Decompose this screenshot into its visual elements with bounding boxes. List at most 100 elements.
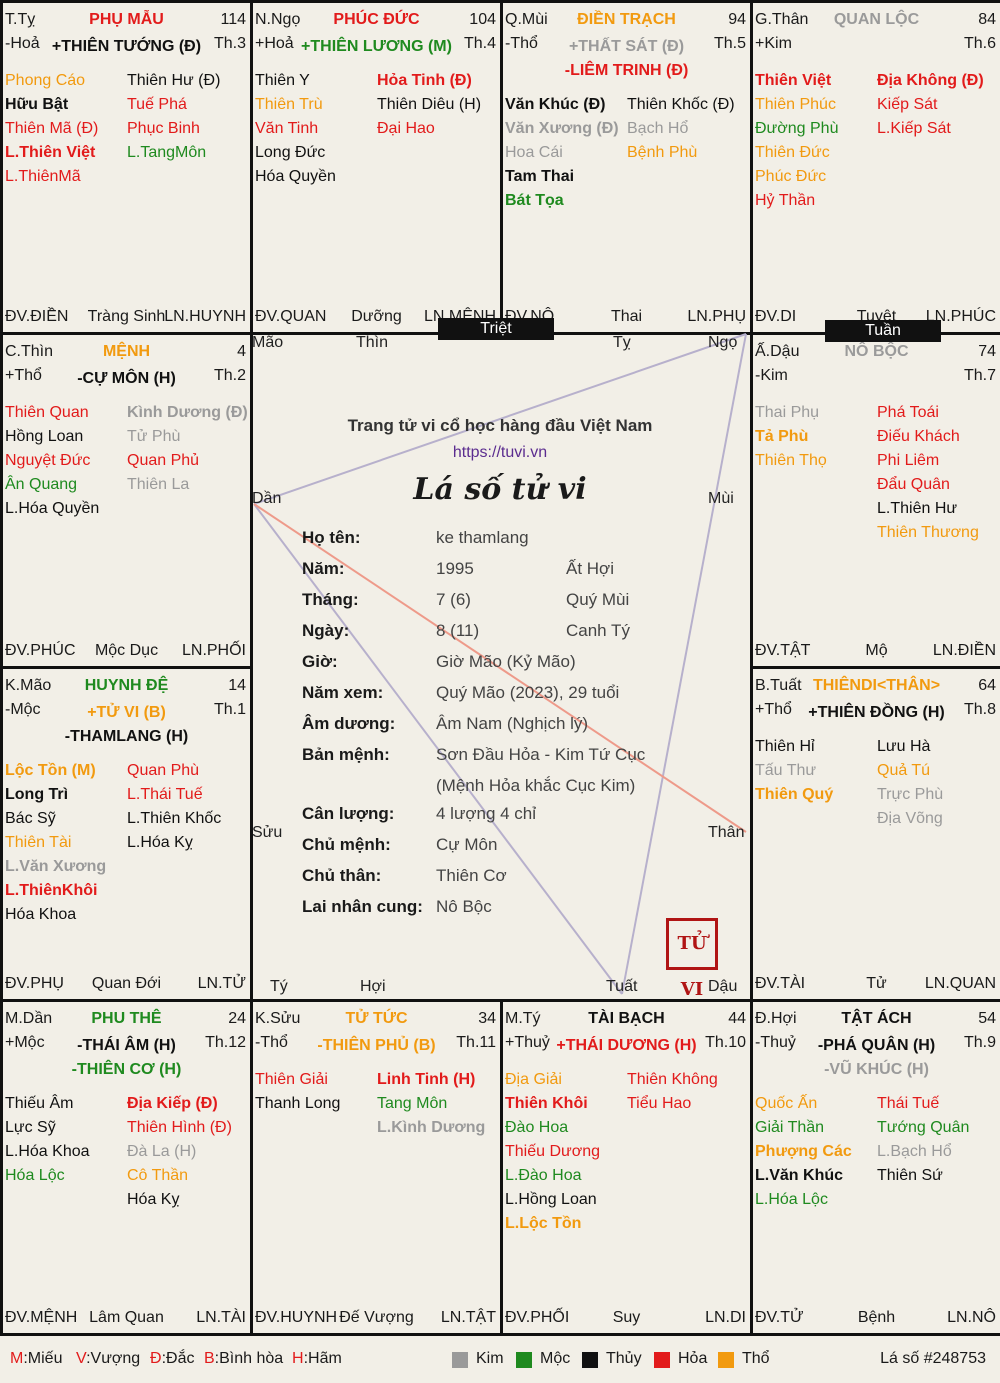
minor-star: Quốc Ấn bbox=[755, 1095, 818, 1112]
footer-luu-nien: LN.PHÚC bbox=[925, 308, 996, 325]
legend-colon: : bbox=[23, 1350, 28, 1367]
palace-branch: K.Mão bbox=[5, 677, 52, 694]
palace-age: 84 bbox=[978, 11, 996, 28]
legend-brightness-label: Bình hòa bbox=[219, 1350, 284, 1367]
minor-star: L.Văn Khúc bbox=[755, 1167, 844, 1184]
minor-star: Lực Sỹ bbox=[5, 1119, 56, 1136]
minor-star: Thai Phụ bbox=[755, 404, 820, 421]
palace-element: +Hoả bbox=[255, 35, 294, 52]
minor-star: Tang Môn bbox=[377, 1095, 448, 1112]
branch-label-dau: Dậu bbox=[708, 978, 738, 995]
minor-star: Phi Liêm bbox=[877, 452, 940, 469]
branch-label-mao: Mão bbox=[252, 334, 284, 351]
palace-element: +Thuỷ bbox=[505, 1034, 550, 1051]
info-key: Âm dương: bbox=[302, 714, 396, 733]
branch-label-dan: Dần bbox=[252, 490, 282, 507]
legend-brightness: V:Vượng bbox=[76, 1350, 140, 1368]
palace-mao[interactable]: K.Mão -Mộc HUYNH ĐỆ 14 Th.1 +TỬ VI (B) -THAMLA… bbox=[0, 666, 253, 1002]
palace-mui[interactable]: Q.Mùi -Thổ ĐIỀN TRẠCH 94 Th.5 +THẤT SÁT (Đ) -L… bbox=[500, 0, 753, 335]
palace-month: Th.6 bbox=[963, 35, 996, 52]
palace-suu[interactable]: K.Sửu -Thổ TỬ TỨC 34 Th.11 -THIÊN PHỦ (B) Thiê… bbox=[250, 999, 503, 1336]
main-stars: +THIÊN ĐỒNG (H) bbox=[753, 701, 1000, 725]
star-column-right: Địa Kiếp (Đ) Thiên Hình (Đ) Đà La (H) Cô Th… bbox=[127, 1092, 232, 1212]
palace-hoi[interactable]: Đ.Hợi -Thuỷ TẬT ÁCH 54 Th.9 -PHÁ QUÂN (H) -VŨ … bbox=[750, 999, 1000, 1336]
palace-element: +Thổ bbox=[5, 367, 42, 384]
minor-star: Nguyệt Đức bbox=[5, 452, 91, 469]
minor-star: L.Hóa Khoa bbox=[5, 1143, 90, 1160]
palace-ngo[interactable]: N.Ngọ +Hoả PHÚC ĐỨC 104 Th.4 +THIÊN LƯƠNG (M)… bbox=[250, 0, 503, 335]
branch-label-ty-rat: Tý bbox=[270, 978, 288, 995]
chart-number: Lá số #248753 bbox=[880, 1350, 986, 1367]
palace-name: QUAN LỘC bbox=[833, 11, 920, 28]
palace-name: TÀI BẠCH bbox=[588, 1010, 665, 1027]
footer-phase: Đế Vượng bbox=[339, 1309, 414, 1326]
footer-luu-nien: LN.DI bbox=[705, 1309, 746, 1326]
legend-brightness-label: Hãm bbox=[308, 1350, 342, 1367]
palace-age: 74 bbox=[978, 343, 996, 360]
minor-star: Thiên Quan bbox=[5, 404, 89, 421]
palace-thin[interactable]: C.Thìn +Thổ MỆNH 4 Th.2 -CỰ MÔN (H) Thiên Quan… bbox=[0, 332, 253, 669]
palace-ty[interactable]: T.Tỵ -Hoả PHỤ MẪU 114 Th.3 +THIÊN TƯỚNG (Đ) Ph… bbox=[0, 0, 253, 335]
footer-dai-van: ĐV.QUAN bbox=[255, 308, 327, 325]
site-url-link[interactable]: https://tuvi.vn bbox=[452, 444, 548, 461]
main-star: -THIÊN CƠ (H) bbox=[71, 1061, 182, 1078]
minor-star: L.Kiếp Sát bbox=[877, 120, 951, 137]
legend-element-label: Thổ bbox=[742, 1350, 770, 1367]
palace-branch: Q.Mùi bbox=[505, 11, 548, 28]
minor-star: Thiên Sứ bbox=[877, 1167, 943, 1184]
minor-star: L.Thái Tuế bbox=[127, 786, 203, 803]
info-value-canchi: Canh Tý bbox=[566, 621, 630, 640]
palace-tuat[interactable]: B.Tuất +Thổ THIÊNDI<THÂN> 64 Th.8 +THIÊN ĐỒNG… bbox=[750, 666, 1000, 1002]
minor-star: Phá Toái bbox=[877, 404, 939, 421]
info-value: Quý Mão (2023), 29 tuổi bbox=[436, 683, 620, 702]
palace-age: 94 bbox=[728, 11, 746, 28]
palace-branch: N.Ngọ bbox=[255, 11, 301, 28]
minor-star: Thanh Long bbox=[255, 1095, 341, 1112]
palace-age: 114 bbox=[220, 11, 246, 28]
line-dan-tuat bbox=[253, 503, 623, 995]
palace-name: PHU THÊ bbox=[91, 1010, 162, 1027]
info-value: Sơn Đầu Hỏa - Kim Tứ Cục bbox=[436, 745, 646, 764]
footer-phase: Mộ bbox=[865, 642, 888, 659]
legend-element-label: Kim bbox=[476, 1350, 504, 1367]
minor-star: Thiên Thọ bbox=[755, 452, 827, 469]
palace-dan[interactable]: M.Dần +Mộc PHU THÊ 24 Th.12 -THÁI ÂM (H) -THIÊ… bbox=[0, 999, 253, 1336]
palace-tyy[interactable]: M.Tý +Thuỷ TÀI BẠCH 44 Th.10 +THÁI DƯƠNG (H) Đ… bbox=[500, 999, 753, 1336]
minor-star: Lộc Tồn (M) bbox=[5, 762, 96, 779]
info-key: Bản mệnh: bbox=[302, 745, 390, 764]
main-star: +THẤT SÁT (Đ) bbox=[568, 38, 685, 55]
palace-name: MỆNH bbox=[102, 343, 151, 360]
legend-brightness-code: H bbox=[292, 1350, 304, 1367]
minor-star: Đường Phù bbox=[755, 120, 839, 137]
palace-than_top[interactable]: G.Thân +Kim QUAN LỘC 84 Th.6 Thiên Việt Thiên … bbox=[750, 0, 1000, 335]
star-column-left: Thiên Quan Hồng Loan Nguyệt Đức Ân Quang L.H… bbox=[5, 401, 99, 521]
minor-star: L.ThiênKhôi bbox=[5, 882, 98, 899]
footer-dai-van: ĐV.PHÚC bbox=[5, 642, 76, 659]
legend-brightness-label: Đắc bbox=[166, 1350, 195, 1367]
minor-star: Đà La (H) bbox=[127, 1143, 197, 1160]
legend-brightness: B:Bình hòa bbox=[204, 1350, 283, 1368]
legend-swatch-3 bbox=[654, 1352, 670, 1368]
minor-star: Phượng Các bbox=[755, 1143, 852, 1160]
star-column-right: Kình Dương (Đ) Tử Phù Quan Phủ Thiên La bbox=[127, 401, 248, 497]
info-key: Lai nhân cung: bbox=[302, 897, 423, 916]
legend-brightness: H:Hãm bbox=[292, 1350, 342, 1368]
footer-luu-nien: LN.ĐIỀN bbox=[932, 642, 996, 659]
star-column-right: Phá Toái Điếu Khách Phi Liêm Đẩu Quân L.Thiê… bbox=[877, 401, 979, 545]
minor-star: Văn Khúc (Đ) bbox=[505, 96, 606, 113]
palace-month: Th.11 bbox=[456, 1034, 496, 1051]
footer-dai-van: ĐV.MỆNH bbox=[5, 1309, 78, 1326]
star-column-right: Thái Tuế Tướng Quân L.Bạch Hổ Thiên Sứ bbox=[877, 1092, 969, 1188]
footer-dai-van: ĐV.PHỐI bbox=[505, 1309, 570, 1326]
star-column-left: Văn Khúc (Đ) Văn Xương (Đ) Hoa Cái Tam Thai… bbox=[505, 93, 619, 213]
palace-element: +Thổ bbox=[755, 701, 792, 718]
branch-label-ty: Tỵ bbox=[613, 334, 631, 351]
legend-brightness-code: B bbox=[204, 1350, 215, 1367]
minor-star: L.Hồng Loan bbox=[505, 1191, 597, 1208]
footer-luu-nien: LN.TỬ bbox=[197, 975, 246, 992]
footer-phase: Bệnh bbox=[857, 1309, 896, 1326]
palace-name: PHỤ MẪU bbox=[89, 11, 164, 28]
main-stars: -THÁI ÂM (H) -THIÊN CƠ (H) bbox=[3, 1034, 250, 1082]
palace-dau[interactable]: Ấ.Dậu -Kim NÔ BỘC 74 Th.7 Thai Phụ Tả Phù Thiên… bbox=[750, 332, 1000, 669]
branch-label-than: Thân bbox=[708, 824, 745, 841]
